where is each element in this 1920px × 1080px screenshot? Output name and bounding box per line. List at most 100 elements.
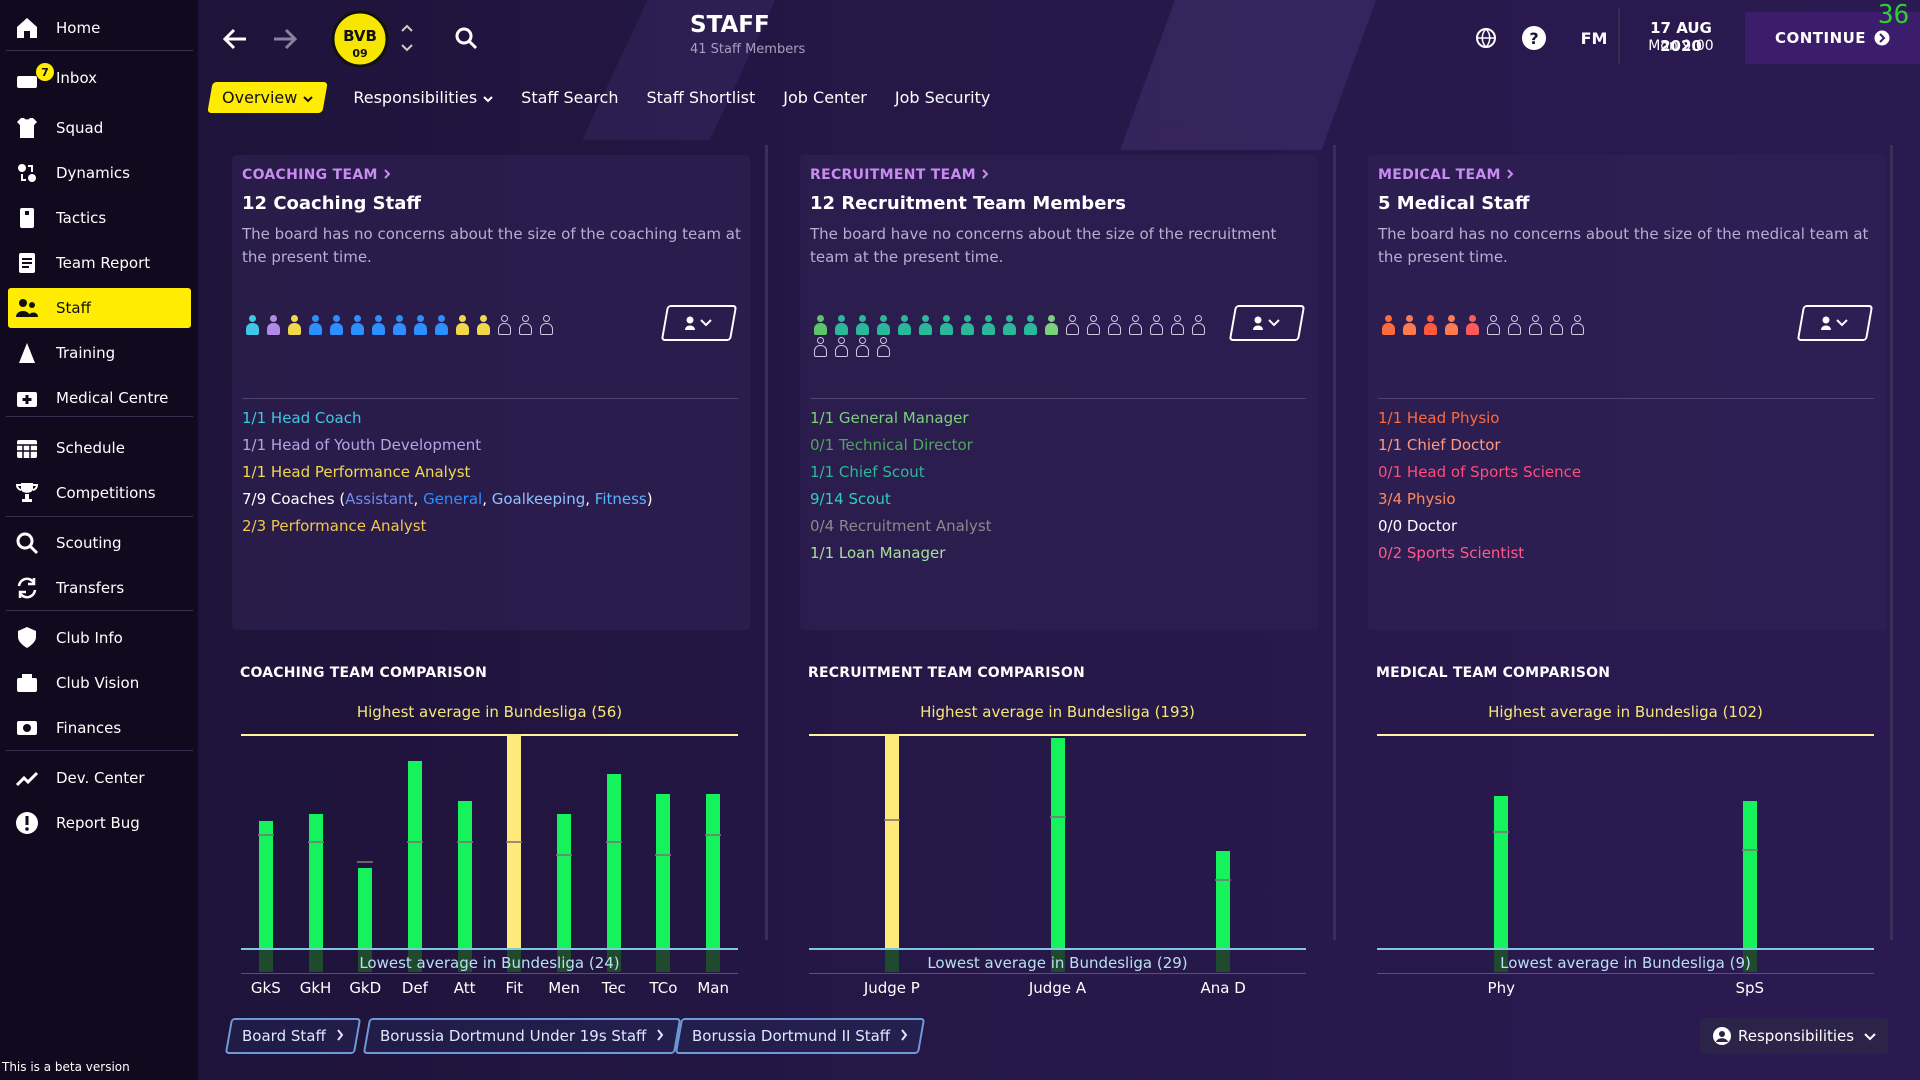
sidebar-item-label: Scouting xyxy=(56,534,122,552)
chart-bar[interactable] xyxy=(606,774,621,948)
x-tick-label: Judge P xyxy=(863,979,920,997)
vacancy-person-icon xyxy=(877,337,890,359)
sidebar-item-scouting[interactable]: Scouting xyxy=(8,523,191,563)
sidebar-item-competitions[interactable]: Competitions xyxy=(8,473,191,513)
staff-person-icon xyxy=(246,315,259,337)
tab-job-security[interactable]: Job Security xyxy=(895,88,990,107)
chart-bar-base xyxy=(656,950,671,972)
sidebar-item-finances[interactable]: Finances xyxy=(8,708,191,748)
responsibilities-dropdown[interactable]: Responsibilities xyxy=(1700,1018,1888,1054)
role-line[interactable]: 1/1 Chief Doctor xyxy=(1378,432,1581,459)
chart-bar[interactable] xyxy=(1050,737,1065,948)
role-line[interactable]: 0/1 Head of Sports Science xyxy=(1378,459,1581,486)
sidebar-item-training[interactable]: Training xyxy=(8,333,191,373)
staff-filter-dropdown[interactable] xyxy=(660,305,738,341)
league-average-marker xyxy=(655,854,672,857)
chart-bar[interactable] xyxy=(884,734,899,948)
role-line[interactable]: 0/2 Sports Scientist xyxy=(1378,540,1581,567)
sidebar-item-home[interactable]: Home xyxy=(8,8,191,48)
staff-filter-dropdown[interactable] xyxy=(1228,305,1306,341)
tab-job-center[interactable]: Job Center xyxy=(783,88,867,107)
club-logo[interactable]: BVB 09 xyxy=(330,9,390,69)
back-arrow-icon[interactable] xyxy=(218,22,252,56)
sidebar-item-team-report[interactable]: Team Report xyxy=(8,243,191,283)
role-line[interactable]: 1/1 Loan Manager xyxy=(810,540,992,567)
role-line[interactable]: 0/4 Recruitment Analyst xyxy=(810,513,992,540)
sidebar-item-dev-center[interactable]: Dev. Center xyxy=(8,758,191,798)
role-line[interactable]: 1/1 General Manager xyxy=(810,405,992,432)
chart-bar[interactable] xyxy=(557,814,572,948)
link-borussia-dortmund-ii-staff[interactable]: Borussia Dortmund II Staff xyxy=(674,1018,926,1054)
sidebar-item-squad[interactable]: Squad xyxy=(8,108,191,148)
vision-icon xyxy=(14,670,40,696)
sidebar-item-tactics[interactable]: Tactics xyxy=(8,198,191,238)
link-board-staff[interactable]: Board Staff xyxy=(224,1018,361,1054)
staff-filter-dropdown[interactable] xyxy=(1796,305,1874,341)
chart-bar[interactable] xyxy=(1216,851,1231,948)
chart-bar-base xyxy=(258,950,273,972)
chart-bar[interactable] xyxy=(457,800,472,948)
staff-person-icon xyxy=(393,315,406,337)
search-icon[interactable] xyxy=(452,24,480,52)
continue-button[interactable]: CONTINUE xyxy=(1745,12,1920,64)
tab-responsibilities[interactable]: Responsibilities xyxy=(353,88,493,107)
sidebar-item-club-vision[interactable]: Club Vision xyxy=(8,663,191,703)
chart-bar[interactable] xyxy=(407,760,422,948)
role-line[interactable]: 7/9 Coaches (Assistant, General, Goalkee… xyxy=(242,486,653,513)
card-heading-link[interactable]: COACHING TEAM xyxy=(242,167,391,183)
club-switch-chevrons-icon[interactable] xyxy=(398,20,416,56)
role-line[interactable]: 3/4 Physio xyxy=(1378,486,1581,513)
role-line[interactable]: 1/1 Head Performance Analyst xyxy=(242,459,653,486)
sidebar-separator xyxy=(6,610,193,611)
chart-bar[interactable] xyxy=(1494,796,1509,948)
staff-person-icon xyxy=(456,315,469,337)
person-gear-icon xyxy=(1820,315,1850,331)
sidebar-item-schedule[interactable]: Schedule xyxy=(8,428,191,468)
x-tick-label: Def xyxy=(401,979,428,997)
role-list: 1/1 Head Physio 1/1 Chief Doctor 0/1 Head … xyxy=(1378,405,1581,567)
role-line[interactable]: 1/1 Head Coach xyxy=(242,405,653,432)
sidebar-item-dynamics[interactable]: Dynamics xyxy=(8,153,191,193)
role-text: 9/14 Scout xyxy=(810,490,891,508)
chart-bar[interactable] xyxy=(258,820,273,948)
tab-staff-shortlist[interactable]: Staff Shortlist xyxy=(646,88,755,107)
chart-bar[interactable] xyxy=(1742,800,1757,948)
sidebar-item-transfers[interactable]: Transfers xyxy=(8,568,191,608)
role-line[interactable]: 9/14 Scout xyxy=(810,486,992,513)
link-borussia-dortmund-under-19s-staff[interactable]: Borussia Dortmund Under 19s Staff xyxy=(362,1018,682,1054)
role-line[interactable]: 0/1 Technical Director xyxy=(810,432,992,459)
chart-bar[interactable] xyxy=(656,794,671,948)
card-heading-link[interactable]: MEDICAL TEAM xyxy=(1378,167,1514,183)
highest-average-line xyxy=(1377,734,1874,736)
forward-arrow-icon[interactable] xyxy=(268,22,302,56)
staff-person-icon xyxy=(1003,315,1016,337)
sidebar-item-report-bug[interactable]: Report Bug xyxy=(8,803,191,843)
tab-staff-search[interactable]: Staff Search xyxy=(521,88,618,107)
help-icon[interactable]: ? xyxy=(1520,24,1548,52)
link-label: Borussia Dortmund II Staff xyxy=(692,1027,891,1045)
chart-bar[interactable] xyxy=(358,867,373,948)
role-line[interactable]: 0/0 Doctor xyxy=(1378,513,1581,540)
globe-icon[interactable] xyxy=(1472,24,1500,52)
chart-bar[interactable] xyxy=(706,794,721,948)
card-separator xyxy=(242,398,738,399)
sidebar-item-medical-centre[interactable]: Medical Centre xyxy=(8,378,191,418)
sidebar-item-inbox[interactable]: 7 Inbox xyxy=(8,58,191,98)
sidebar-item-label: Transfers xyxy=(56,579,125,597)
fm-menu-button[interactable]: FM xyxy=(1580,28,1608,48)
sidebar-item-club-info[interactable]: Club Info xyxy=(8,618,191,658)
role-line[interactable]: 2/3 Performance Analyst xyxy=(242,513,653,540)
chart-bar[interactable] xyxy=(308,814,323,948)
league-average-marker xyxy=(1215,878,1232,881)
role-line[interactable]: 1/1 Head of Youth Development xyxy=(242,432,653,459)
highest-average-label: Highest average in Bundesliga (102) xyxy=(1488,703,1763,721)
role-line[interactable]: 1/1 Head Physio xyxy=(1378,405,1581,432)
staff-person-icon xyxy=(856,315,869,337)
sidebar-item-staff[interactable]: Staff xyxy=(8,288,191,328)
role-text: 7/9 Coaches ( xyxy=(242,490,346,508)
tab-bar: Overview Responsibilities Staff Search Staf… xyxy=(207,80,1018,114)
tab-overview[interactable]: Overview xyxy=(207,81,329,113)
card-heading-link[interactable]: RECRUITMENT TEAM xyxy=(810,167,989,183)
role-line[interactable]: 1/1 Chief Scout xyxy=(810,459,992,486)
highest-average-line xyxy=(241,734,738,736)
